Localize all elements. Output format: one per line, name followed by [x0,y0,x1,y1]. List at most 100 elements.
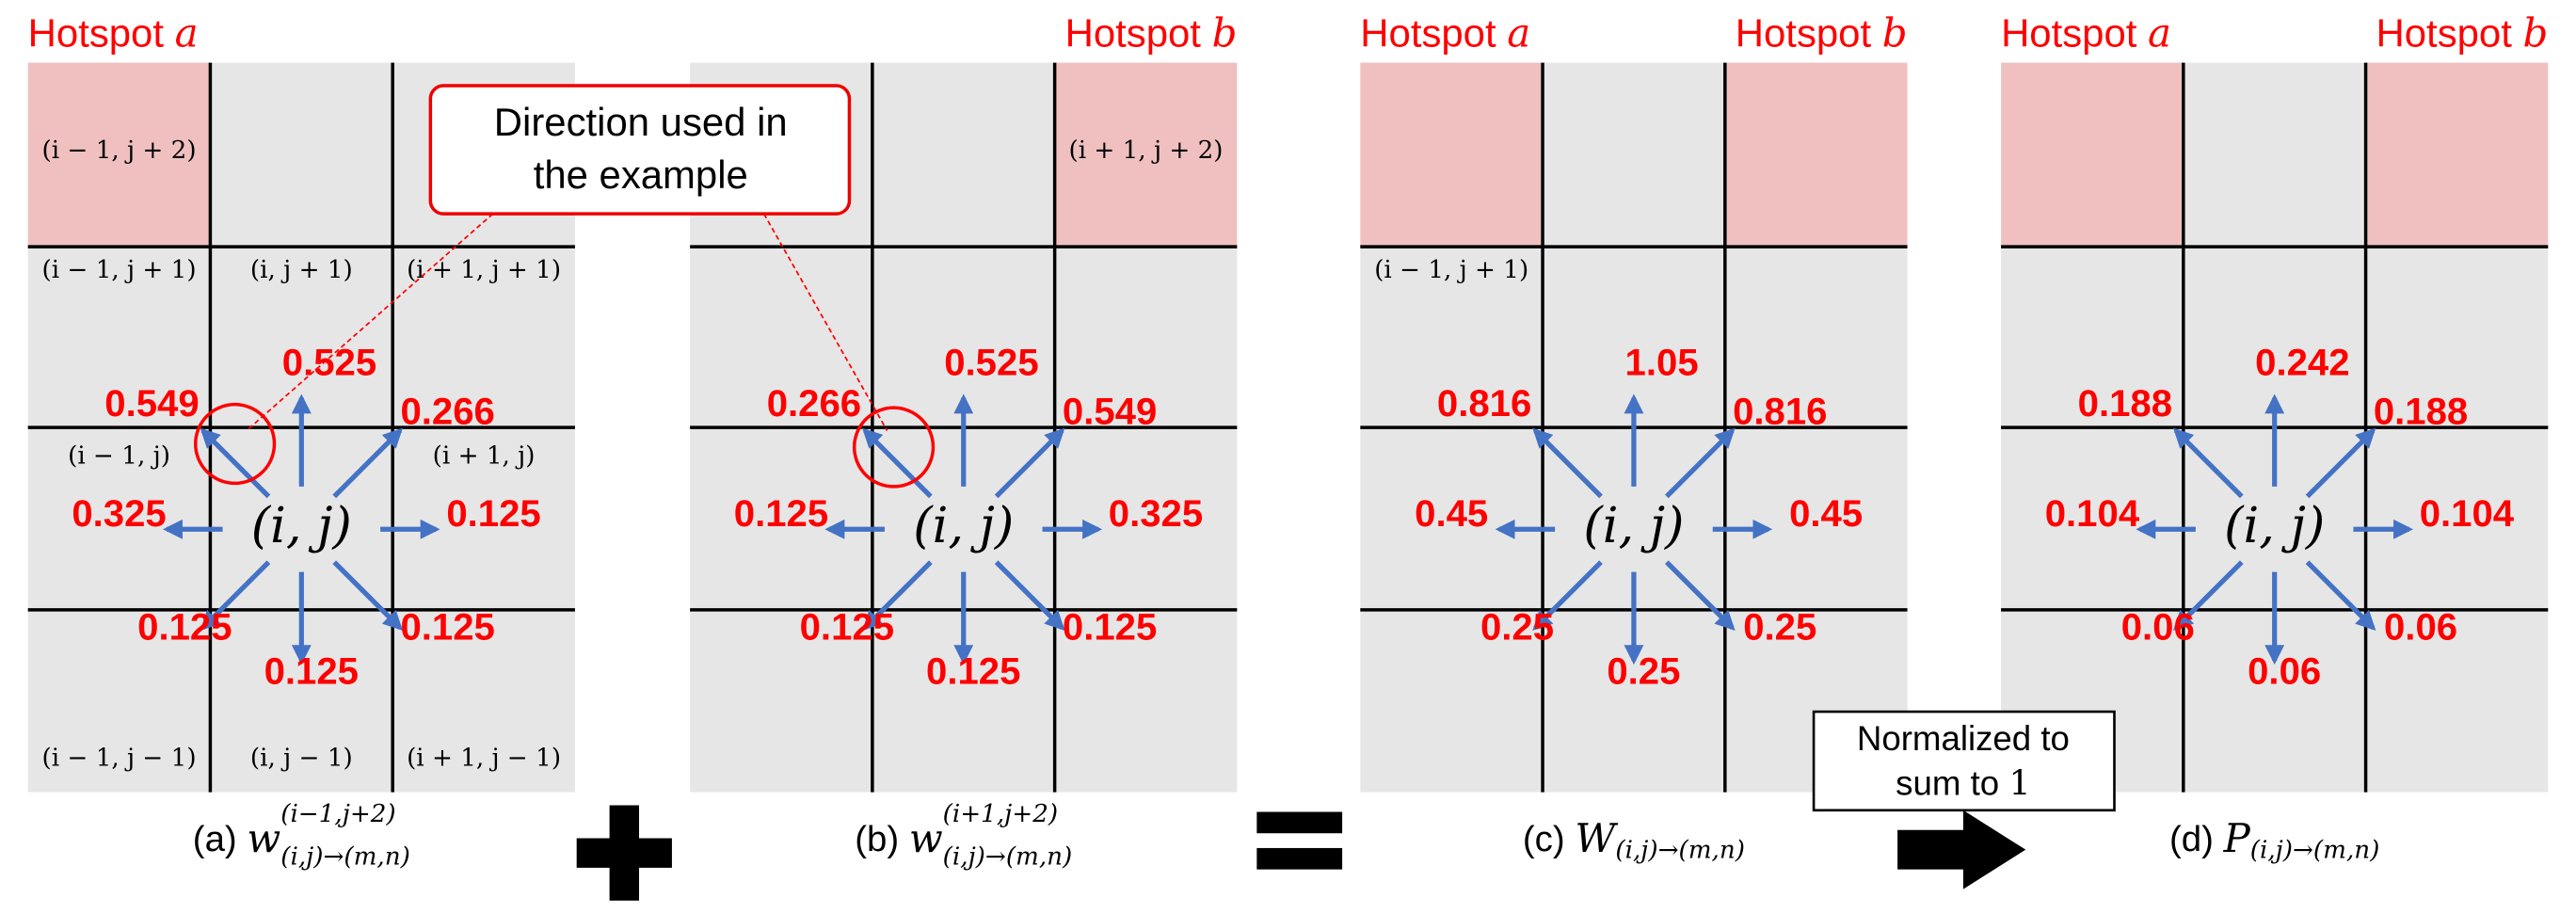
cell-label: (i − 1, j − 1) [42,745,197,773]
weight-label: 0.125 [926,650,1020,693]
grid-cell [1724,247,1908,428]
weight-label: 0.816 [1437,382,1531,425]
weight-label: 0.125 [137,605,232,648]
hotspot-var: b [1882,9,1908,56]
weight-label: 0.125 [800,605,894,648]
caption-sub: (i,j)→(m,n) [280,842,410,871]
weight-label: 0.188 [2078,382,2172,425]
hotspot-var: b [1212,9,1238,56]
normalize-text: sum to [1896,763,1999,802]
grid-cell [2365,609,2549,793]
callout-box [428,84,852,216]
weight-label: 0.125 [734,492,828,535]
cell-label: (i, j − 1) [250,745,353,773]
direction-arrow [1664,427,1736,499]
hotspot-var: a [175,9,199,56]
cell-label: (i + 1, j − 1) [407,745,561,773]
caption-sup: (i−1,j+2) [280,800,395,828]
direction-arrow [994,560,1065,631]
hotspot-label: Hotspot a [28,9,199,56]
grid-cell [690,247,872,428]
weight-label: 0.06 [2121,605,2195,648]
equals-sign [1256,847,1343,870]
hotspot-var: a [2148,9,2171,56]
caption-symbol: W [1575,814,1618,860]
weight-label: 0.45 [1789,492,1863,535]
direction-arrow [2305,560,2376,631]
weight-label: 0.266 [400,391,494,433]
hotspot-label: Hotspot a [2001,9,2171,56]
weight-label: 0.45 [1415,492,1488,535]
center-label: (i, j) [251,497,352,554]
center-label: (i, j) [2224,497,2325,554]
grid-cell [1360,427,1544,610]
weight-label: 0.125 [400,605,494,648]
hotspot-text: Hotspot [2376,11,2513,56]
weight-label: 0.325 [1109,492,1203,535]
caption-prefix: (a) [193,819,237,859]
grid-cell [1054,609,1238,793]
hotspot-text: Hotspot [1736,11,1872,56]
grid-cell [2365,427,2549,610]
callout-pointer [246,213,494,432]
grid-cell [1724,62,1908,248]
grid-cell [2183,62,2366,248]
weight-label: 0.525 [282,341,376,383]
grid-cell [872,62,1055,248]
cell-label: (i − 1, j + 1) [1374,256,1528,284]
weight-label: 0.104 [2045,492,2140,535]
hotspot-label: Hotspot b [1736,9,1908,56]
caption-symbol: P [2223,814,2251,860]
cell-label: (i − 1, j + 2) [42,136,197,165]
normalize-text: sum to 1 [1896,762,2030,803]
weight-label: 0.25 [1743,605,1816,648]
direction-arrow [332,560,404,631]
grid-cell [27,247,211,428]
hotspot-label: Hotspot b [1065,9,1238,56]
direction-arrow [200,560,271,631]
grid-cell [2365,62,2549,248]
grid-cell [1360,62,1544,248]
caption-symbol: w [247,814,280,860]
weight-label: 0.104 [2420,492,2515,535]
grid-cell [392,247,575,428]
caption-sub: (i,j)→(m,n) [1615,836,1745,864]
grid-cell [27,609,211,793]
grid-cell [2365,247,2549,428]
grid-cell [2001,62,2184,248]
direction-arrow [862,560,933,631]
equals-sign [1256,811,1343,834]
grid-cell [27,62,211,248]
direction-arrow [862,427,933,499]
weight-label: 0.816 [1733,391,1827,433]
direction-arrow [2172,427,2244,499]
caption: (c) W(i,j)→(m,n) [1523,814,1745,864]
callout-text: the example [534,152,748,197]
hotspot-label: Hotspot a [1360,9,1530,56]
caption-symbol: w [909,814,943,860]
hotspot-label: Hotspot b [2376,9,2549,56]
direction-arrow [332,427,404,499]
callout-text: Direction used in [494,100,788,144]
hotspot-text: Hotspot [1065,11,1202,56]
grid-cell [690,427,872,610]
weight-label: 1.05 [1625,341,1699,383]
grid-cell [1360,609,1544,793]
hotspot-var: b [2523,9,2549,56]
hotspot-text: Hotspot [1360,11,1496,56]
cell-label: (i + 1, j) [433,442,536,471]
direction-arrow [2305,427,2376,499]
highlight-circle [852,406,936,489]
caption-sub: (i,j)→(m,n) [943,842,1073,871]
plus-sign [576,805,672,901]
grid-cell [690,609,872,793]
weight-label: 0.06 [2248,650,2321,693]
caption: (d) P(i,j)→(m,n) [2169,814,2379,864]
direction-arrow [994,427,1065,499]
hotspot-text: Hotspot [28,11,165,56]
cell-label: (i, j + 1) [250,256,353,284]
weight-label: 0.525 [944,341,1038,383]
direction-arrow [2172,560,2244,631]
weight-label: 0.549 [104,382,199,425]
